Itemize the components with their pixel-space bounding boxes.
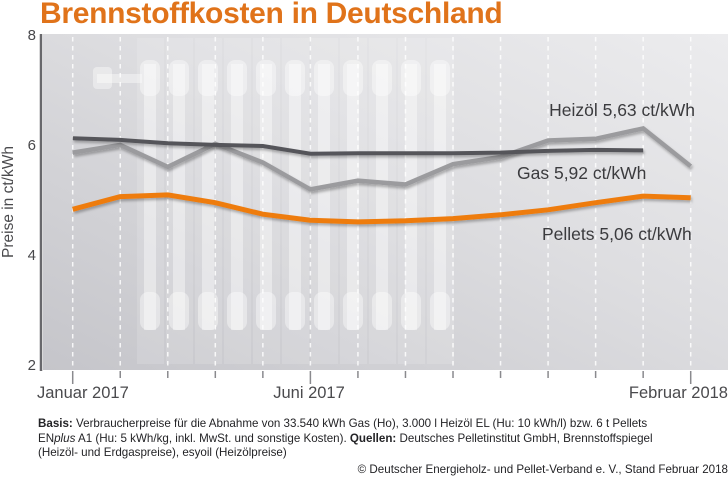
radiator-watermark-icon: [93, 38, 454, 364]
x-label-juni-2017: Juni 2017: [273, 384, 345, 402]
plot-area: [43, 34, 728, 370]
footnote-line-2: ENplus A1 (Hu: 5 kWh/kg, inkl. MwSt. und…: [38, 432, 728, 447]
copyright-line: © Deutscher Energieholz- und Pellet-Verb…: [357, 462, 728, 476]
footnote-line-3-text: (Heizöl- und Erdgaspreise), esyoil (Heiz…: [38, 446, 287, 460]
page-title: Brennstoffkosten in Deutschland: [40, 0, 503, 30]
y-tick-label: 8: [27, 27, 36, 44]
y-axis-title: Preise in ct/kWh: [0, 146, 17, 258]
footnote-line-1: Basis: Verbraucherpreise für die Abnahme…: [38, 417, 728, 432]
y-tick-label: 4: [27, 247, 36, 264]
gas-series-annotation: Gas 5,92 ct/kWh: [517, 163, 647, 183]
y-tick-label: 2: [27, 357, 36, 374]
footnote-line-1-text: Verbraucherpreise für die Abnahme von 33…: [72, 417, 648, 430]
x-label-januar-2017: Januar 2017: [37, 384, 129, 402]
enplus-prefix: EN: [38, 431, 55, 445]
enplus-italic: plus: [54, 431, 76, 445]
basis-label: Basis:: [38, 417, 73, 430]
footnote: Basis: Verbraucherpreise für die Abnahme…: [38, 417, 728, 477]
x-label-februar-2018: Februar 2018: [628, 384, 728, 402]
footnote-line-2-sources: Deutsches Pelletinstitut GmbH, Brennstof…: [396, 431, 653, 445]
footnote-line-3: (Heizöl- und Erdgaspreise), esyoil (Heiz…: [38, 446, 728, 461]
pellets-series-annotation: Pellets 5,06 ct/kWh: [542, 224, 692, 244]
quellen-label: Quellen:: [349, 431, 397, 445]
y-tick-label: 6: [27, 137, 36, 154]
heizoel-series-annotation: Heizöl 5,63 ct/kWh: [549, 100, 695, 120]
footnote-line-2-text: A1 (Hu: 5 kWh/kg, inkl. MwSt. und sonsti…: [75, 431, 350, 445]
